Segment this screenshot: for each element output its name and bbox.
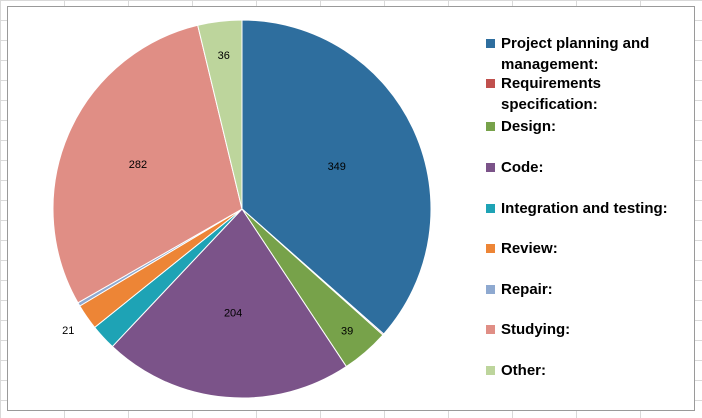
- legend-item-7: Repair:: [486, 279, 691, 300]
- pie-chart: 349 39 204 21 282 36: [52, 19, 432, 399]
- legend-label: Review:: [501, 240, 558, 257]
- legend-swatch: [486, 39, 495, 48]
- legend-label: Requirements specification:: [501, 75, 602, 113]
- legend-swatch: [486, 244, 495, 253]
- legend-swatch: [486, 366, 495, 375]
- legend-item-4: Code:: [486, 157, 691, 178]
- pie-slice-1[interactable]: [241, 19, 432, 335]
- data-label-4: 204: [224, 308, 242, 320]
- legend-label: Other:: [501, 362, 546, 379]
- legend-item-2: Requirements specification:: [486, 73, 691, 115]
- pie-slice-9[interactable]: [197, 19, 243, 210]
- legend-swatch: [486, 79, 495, 88]
- legend-label: Integration and testing:: [501, 200, 668, 217]
- legend-swatch: [486, 285, 495, 294]
- chart-area[interactable]: 349 39 204 21 282 36 Project planning and man…: [7, 6, 695, 411]
- legend-label: Repair:: [501, 281, 553, 298]
- legend-swatch: [486, 204, 495, 213]
- legend-swatch: [486, 122, 495, 131]
- legend-item-1: Project planning and management:: [486, 33, 691, 75]
- data-label-8: 282: [129, 159, 147, 171]
- legend-label: Code:: [501, 159, 544, 176]
- data-label-3: 39: [341, 326, 353, 338]
- legend-item-5: Integration and testing:: [486, 198, 691, 219]
- legend-item-8: Studying:: [486, 319, 691, 340]
- legend-swatch: [486, 325, 495, 334]
- legend-item-9: Other:: [486, 360, 691, 381]
- legend-label: Project planning and management:: [501, 35, 650, 73]
- legend-item-6: Review:: [486, 238, 691, 259]
- pie-slice-4[interactable]: [111, 208, 348, 399]
- legend-label: Design:: [501, 118, 557, 135]
- pie-slice-8[interactable]: [52, 24, 243, 304]
- data-label-9: 36: [218, 50, 230, 62]
- legend-swatch: [486, 163, 495, 172]
- legend-label: Studying:: [501, 321, 571, 338]
- data-label-1: 349: [328, 161, 346, 173]
- data-label-6: 21: [62, 325, 74, 337]
- legend-item-3: Design:: [486, 116, 691, 137]
